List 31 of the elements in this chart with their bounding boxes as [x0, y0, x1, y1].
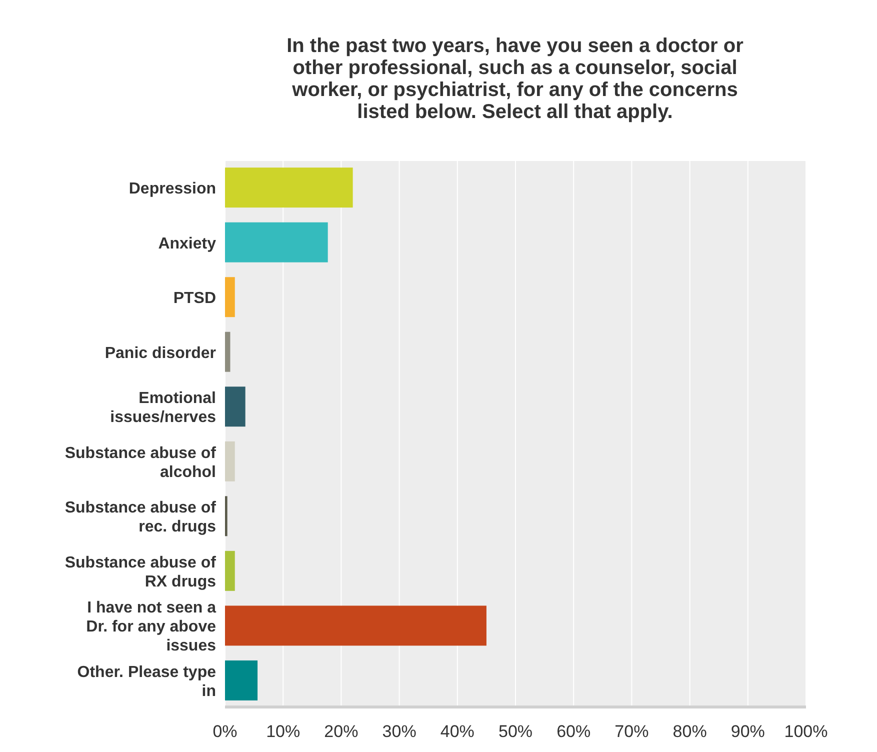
x-tick-label: 50%: [498, 722, 533, 742]
y-tick-label: Depression: [128, 180, 216, 198]
bar: [225, 441, 235, 482]
x-tick-label: 100%: [784, 722, 828, 742]
y-tick-label: Panic disorder: [104, 344, 216, 362]
bar: [225, 386, 246, 427]
x-tick-label: 80%: [672, 722, 707, 742]
y-tick-label: PTSD: [173, 290, 216, 308]
y-tick-label: Substance abuse of alcohol: [64, 444, 217, 481]
bar: [225, 332, 230, 372]
x-tick-label: 90%: [730, 722, 765, 742]
bar: [225, 168, 353, 208]
y-tick-label: Other. Please type in: [77, 664, 216, 700]
y-tick-label: I have not seen a Dr. for any above issues: [86, 600, 216, 655]
x-tick-label: 40%: [440, 722, 474, 742]
bar: [225, 606, 486, 646]
bar: [225, 660, 258, 700]
x-tick-label: 10%: [266, 722, 300, 742]
x-tick-label: 60%: [556, 722, 591, 742]
bar: [225, 222, 328, 262]
chart-title: In the past two years, have you seen a doctor or other professional, such as a counselor, social worker, or psychiatrist, for any of the concerns listed below. Select all that apply.: [286, 35, 744, 123]
x-tick-label: 70%: [614, 722, 649, 742]
x-tick-label: 30%: [382, 722, 416, 742]
x-tick-label: 20%: [324, 722, 358, 742]
bar: [225, 550, 235, 591]
x-tick-label: 0%: [212, 722, 238, 742]
bar: [225, 277, 235, 318]
y-tick-label: Anxiety: [158, 235, 216, 252]
y-tick-label: Substance abuse of rec. drugs: [64, 500, 217, 536]
y-tick-label: Emotional issues/nerves: [110, 390, 216, 426]
y-tick-label: Substance abuse of RX drugs: [64, 554, 217, 590]
